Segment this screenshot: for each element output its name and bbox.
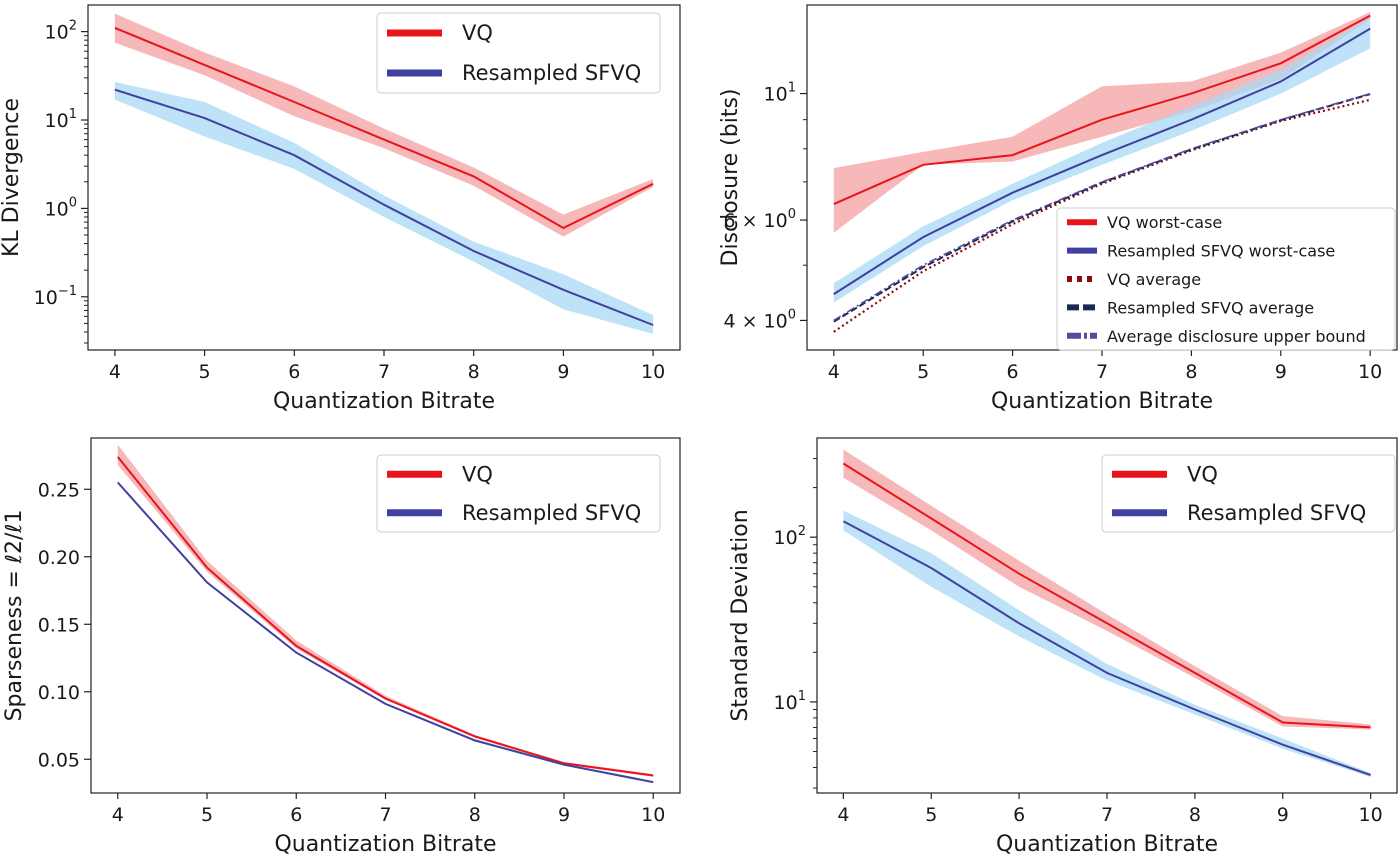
- sparseness-panel: 4 5 6 7 8 9 10 Quantization Bitrate 0.05 0.10 0.15…: [0, 428, 700, 857]
- x-tick-label: 6: [288, 361, 300, 383]
- legend-label-resampled-sfvq-worst-case: Resampled SFVQ worst-case: [1107, 242, 1335, 261]
- x-tick-label: 8: [1185, 361, 1197, 383]
- stddev-panel: 4 5 6 7 8 9 10 Quantization Bitrate 101 102 Standa…: [700, 428, 1400, 857]
- x-tick-label: 5: [925, 804, 937, 826]
- x-tick-label: 6: [1013, 804, 1025, 826]
- resampled-sfvq-band: [843, 510, 1371, 777]
- x-tick-label: 7: [379, 804, 391, 826]
- resampled-sfvq-worst-case-band: [833, 17, 1371, 303]
- legend-label-vq: VQ: [1187, 462, 1218, 486]
- y-tick-label: 101: [764, 81, 796, 106]
- x-tick-label: 6: [290, 804, 302, 826]
- x-tick-label: 6: [1007, 361, 1019, 383]
- legend-box: [1056, 207, 1396, 351]
- x-tick-label: 8: [468, 361, 480, 383]
- x-tick-label: 5: [917, 361, 929, 383]
- kl-divergence-panel: 4 5 6 7 8 9 10 Quantization Bitrate 10−1 100 101 10…: [0, 0, 700, 428]
- legend-label-vq: VQ: [462, 21, 493, 45]
- legend-label-resampled-sfvq: Resampled SFVQ: [1187, 501, 1366, 525]
- legend-box: [1101, 454, 1396, 533]
- legend-label-vq: VQ: [462, 462, 493, 486]
- y-axis-label: Disclosure (bits): [718, 88, 743, 266]
- x-tick-label: 9: [557, 361, 569, 383]
- vq-line: [114, 26, 654, 230]
- y-tick-label: 100: [45, 195, 77, 220]
- y-tick-label: 102: [45, 19, 77, 44]
- vq-worst-case-line: [833, 14, 1371, 206]
- resampled-sfvq-band: [114, 81, 654, 334]
- x-tick-label: 9: [1277, 804, 1289, 826]
- y-tick-label: 4 × 100: [723, 307, 796, 332]
- y-tick-label: 0.15: [38, 614, 80, 636]
- x-tick-label: 7: [1096, 361, 1108, 383]
- legend-label-vq-average: VQ average: [1107, 270, 1201, 289]
- disclosure-chart: 4 5 6 7 8 9 10 Quantization Bitrate 4 × 100 6 × 1…: [718, 4, 1398, 414]
- sparseness-chart: 4 5 6 7 8 9 10 Quantization Bitrate 0.05 0.10 0.15…: [2, 437, 681, 857]
- x-axis-label: Quantization Bitrate: [991, 389, 1213, 414]
- x-tick-label: 9: [558, 804, 570, 826]
- y-tick-label: 0.25: [38, 479, 80, 501]
- x-tick-label: 8: [469, 804, 481, 826]
- legend-label-vq-worst-case: VQ worst-case: [1107, 213, 1222, 232]
- y-tick-label: 101: [45, 107, 77, 132]
- x-tick-label: 4: [837, 804, 849, 826]
- average-disclosure-upper-bound-line: [833, 92, 1371, 322]
- y-tick-label: 0.10: [38, 682, 80, 704]
- vq-line: [842, 462, 1371, 729]
- vq-worst-case-band: [833, 12, 1371, 233]
- x-tick-label: 5: [201, 804, 213, 826]
- x-tick-label: 8: [1189, 804, 1201, 826]
- x-axis-label: Quantization Bitrate: [273, 389, 495, 414]
- y-axis-label: KL Divergence: [0, 98, 24, 257]
- kl-divergence-chart: 4 5 6 7 8 9 10 Quantization Bitrate 10−1 100 101 10…: [0, 4, 681, 414]
- x-axis-label: Quantization Bitrate: [996, 832, 1218, 855]
- legend-label-average-disclosure-upper-bound: Average disclosure upper bound: [1107, 327, 1366, 346]
- standard-deviation-chart: 4 5 6 7 8 9 10 Quantization Bitrate 101 102 Standa…: [728, 437, 1398, 857]
- legend-label-resampled-sfvq: Resampled SFVQ: [462, 61, 641, 85]
- x-tick-label: 4: [109, 361, 121, 383]
- y-tick-label: 10−1: [34, 284, 77, 309]
- x-tick-label: 10: [1359, 804, 1383, 826]
- legend-label-resampled-sfvq-average: Resampled SFVQ average: [1107, 298, 1314, 317]
- y-tick-label: 101: [774, 689, 806, 714]
- y-axis-label: Sparseness = ℓ2/ℓ1: [2, 510, 27, 722]
- disclosure-panel: 4 5 6 7 8 9 10 Quantization Bitrate 4 × 100 6 × 1…: [700, 0, 1400, 428]
- x-tick-label: 7: [378, 361, 390, 383]
- legend-box: [376, 454, 661, 533]
- vq-line: [117, 456, 654, 777]
- resampled-sfvq-worst-case-line: [833, 27, 1371, 295]
- y-tick-label: 102: [774, 524, 806, 549]
- x-axis-label: Quantization Bitrate: [274, 832, 496, 855]
- resampled-sfvq-line: [117, 481, 654, 784]
- vq-band: [114, 13, 654, 237]
- x-tick-label: 10: [641, 804, 665, 826]
- resampled-sfvq-line: [842, 520, 1371, 776]
- x-tick-label: 5: [199, 361, 211, 383]
- x-tick-label: 7: [1101, 804, 1113, 826]
- y-axis-label: Standard Deviation: [728, 509, 753, 721]
- y-tick-label: 0.05: [38, 749, 80, 771]
- x-tick-label: 4: [112, 804, 124, 826]
- x-tick-label: 10: [641, 361, 665, 383]
- resampled-sfvq-line: [114, 88, 654, 326]
- x-tick-label: 4: [828, 361, 840, 383]
- legend-box: [376, 12, 661, 94]
- x-tick-label: 10: [1358, 361, 1382, 383]
- x-tick-label: 9: [1275, 361, 1287, 383]
- y-tick-label: 0.20: [38, 547, 80, 569]
- legend-label-resampled-sfvq: Resampled SFVQ: [462, 501, 641, 525]
- y-tick-label: 6 × 100: [723, 207, 796, 232]
